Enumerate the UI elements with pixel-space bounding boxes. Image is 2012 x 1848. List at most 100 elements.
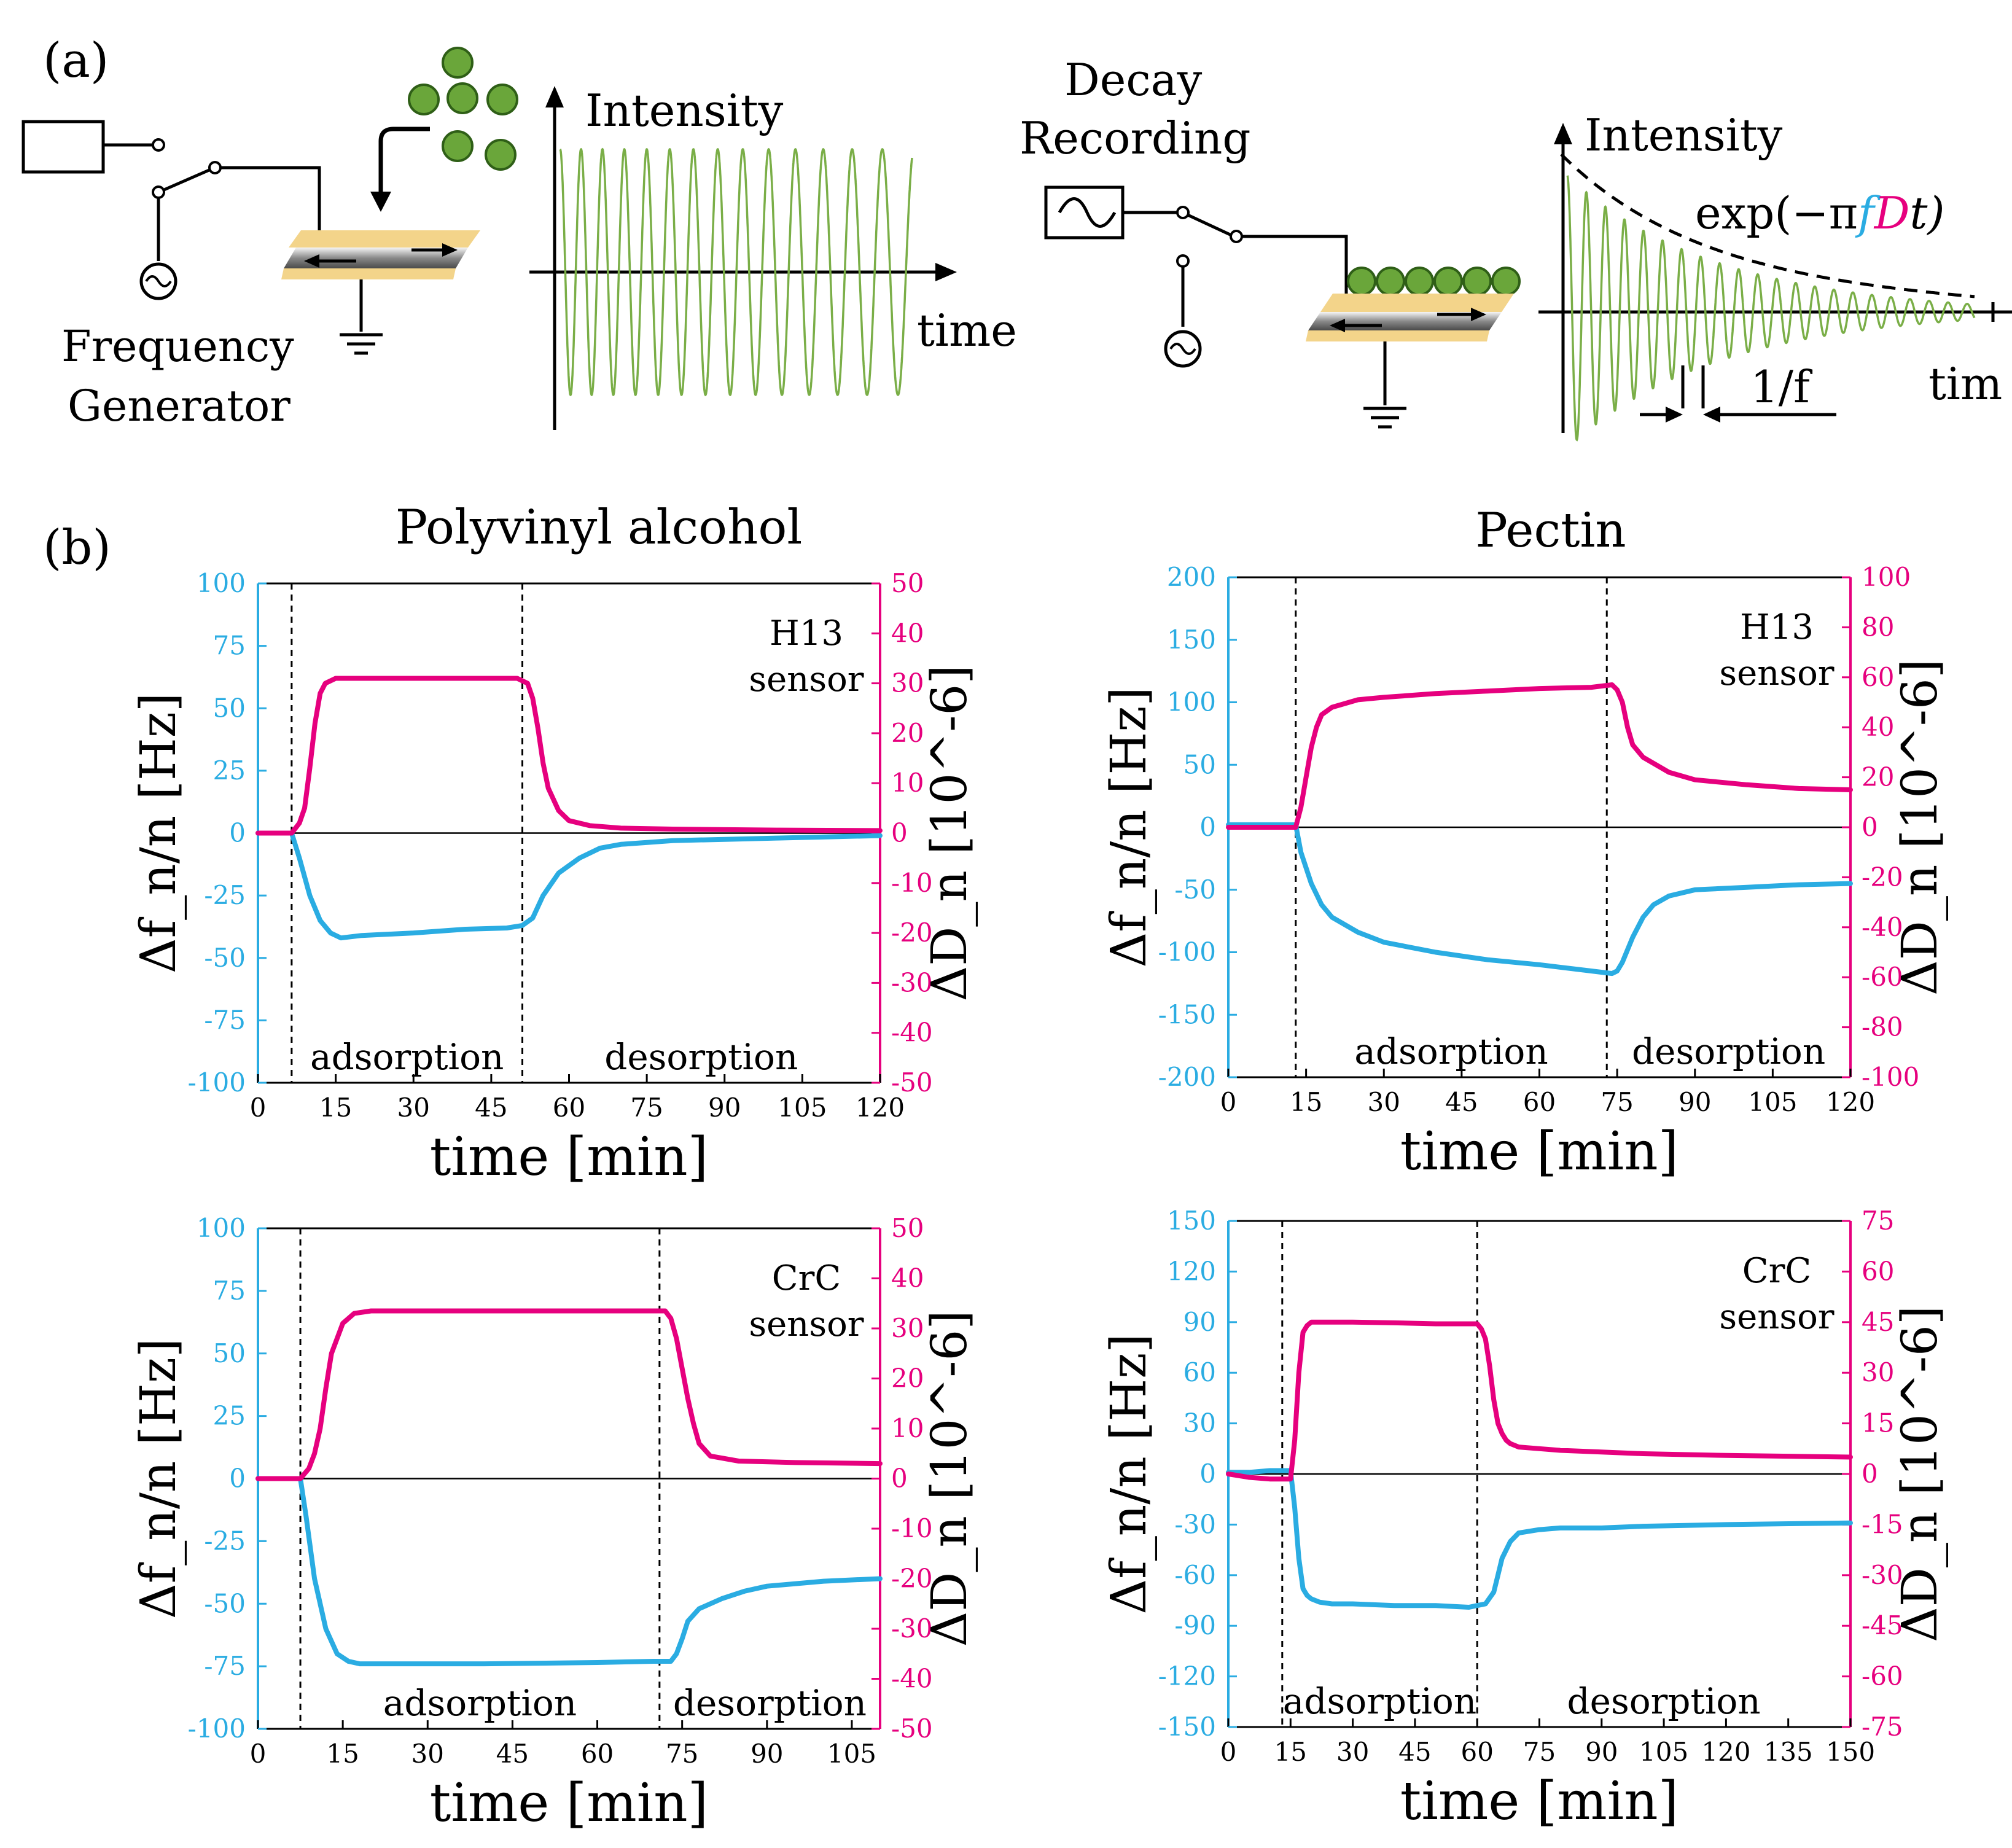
- right-y-tick-label: -15: [1862, 1509, 1903, 1539]
- sensor-label-line2: sensor: [749, 660, 864, 700]
- right-y-tick-label: -30: [891, 1613, 933, 1643]
- sensor-label-line1: CrC: [1742, 1251, 1811, 1291]
- right-y-tick-label: 60: [1862, 1256, 1894, 1286]
- left-y-tick-label: -60: [1174, 1560, 1216, 1590]
- decay-formula: exp(−πfDt): [1695, 187, 1944, 239]
- right-y-tick-label: 30: [1862, 1357, 1894, 1387]
- x-tick-label: 15: [319, 1093, 352, 1123]
- left-y-tick-label: 50: [1183, 749, 1216, 779]
- left-y-tick-label: 120: [1167, 1256, 1216, 1286]
- adsorbed-particle-icon: [1433, 267, 1463, 296]
- left-y-tick-label: -50: [1174, 875, 1216, 905]
- right-y-tick-label: -75: [1862, 1712, 1903, 1742]
- left-y-tick-label: 30: [1183, 1408, 1216, 1438]
- left-y-axis-label: Δf_n/n [Hz]: [1100, 687, 1157, 967]
- x-tick-label: 0: [1220, 1737, 1237, 1767]
- right-y-tick-label: -50: [891, 1713, 933, 1744]
- right-y-tick-label: -40: [1862, 912, 1903, 942]
- right-y-tick-label: -20: [891, 1564, 933, 1594]
- right-y-tick-label: 50: [891, 568, 924, 598]
- left-y-tick-label: 0: [229, 818, 246, 848]
- right-y-tick-label: -50: [891, 1067, 933, 1097]
- right-y-axis-label: ΔD_n [10^-6]: [921, 665, 978, 1001]
- sensor-chip-coated-icon: [1306, 267, 1521, 341]
- left-y-tick-label: 100: [1167, 687, 1216, 717]
- particle-icon: [486, 84, 518, 115]
- instrument-box: [21, 120, 105, 174]
- phase-label-desorption: desorption: [673, 1682, 867, 1724]
- sensor-label-line2: sensor: [1719, 1297, 1834, 1337]
- right-y-tick-label: 45: [1862, 1307, 1894, 1337]
- x-tick-label: 60: [581, 1739, 614, 1769]
- particle-icon: [442, 47, 474, 79]
- left-y-tick-label: -150: [1158, 999, 1216, 1029]
- right-y-tick-label: 40: [891, 1263, 924, 1293]
- x-tick-label: 75: [1601, 1087, 1633, 1117]
- panel-a-label: (a): [43, 33, 109, 88]
- x-tick-label: 30: [411, 1739, 444, 1769]
- left-y-tick-label: 50: [213, 1338, 246, 1368]
- x-tick-label: 60: [1460, 1737, 1493, 1767]
- period-label: 1/f: [1750, 361, 1812, 413]
- right-y-tick-label: 20: [1862, 762, 1894, 792]
- x-tick-label: 15: [326, 1739, 359, 1769]
- recorder-box: [1044, 185, 1125, 240]
- right-y-tick-label: 30: [891, 668, 924, 698]
- right-y-tick-label: -60: [1862, 1661, 1903, 1691]
- decay-envelope: [1560, 153, 1975, 298]
- dissipation-shift-line: [255, 676, 883, 836]
- particle-icon: [485, 139, 517, 171]
- intensity-label: Intensity: [585, 85, 784, 136]
- left-y-tick-label: -50: [204, 1588, 246, 1618]
- right-y-tick-label: 0: [1862, 1459, 1878, 1489]
- x-tick-label: 45: [496, 1739, 529, 1769]
- right-y-tick-label: -40: [891, 1664, 933, 1694]
- right-y-tick-label: 10: [891, 768, 924, 798]
- right-y-tick-label: 0: [891, 818, 908, 848]
- left-y-tick-label: -100: [1158, 937, 1216, 967]
- driven-oscillation-wave: [559, 147, 913, 397]
- sensor-label-line2: sensor: [749, 1304, 864, 1344]
- right-y-tick-label: 0: [891, 1464, 908, 1494]
- right-y-tick-label: -20: [891, 918, 933, 948]
- left-y-tick-label: 75: [213, 631, 246, 661]
- right-y-tick-label: 40: [891, 618, 924, 648]
- x-tick-label: 30: [1336, 1737, 1369, 1767]
- phase-label-desorption: desorption: [1567, 1680, 1761, 1722]
- right-y-tick-label: -20: [1862, 862, 1903, 892]
- column-title-right: Pectin: [1475, 503, 1626, 558]
- left-y-axis-label: Δf_n/n [Hz]: [130, 1338, 187, 1619]
- sensor-label-line1: H13: [1740, 607, 1814, 647]
- right-y-tick-label: -30: [1862, 1560, 1903, 1590]
- left-y-tick-label: -75: [204, 1651, 246, 1681]
- right-y-axis-label: ΔD_n [10^-6]: [1891, 1306, 1948, 1642]
- right-y-tick-label: -10: [891, 1513, 933, 1543]
- frequency-shift-line: [255, 1476, 883, 1667]
- adsorbed-particle-icon: [1347, 267, 1376, 296]
- left-y-tick-label: 0: [1199, 1459, 1216, 1489]
- x-axis-label: time [min]: [1400, 1121, 1679, 1182]
- left-y-tick-label: 0: [229, 1464, 246, 1494]
- right-y-tick-label: -10: [891, 868, 933, 898]
- left-y-tick-label: -200: [1158, 1062, 1216, 1092]
- time-label: time: [917, 305, 1017, 356]
- x-tick-label: 90: [1679, 1087, 1711, 1117]
- x-tick-label: 0: [250, 1093, 267, 1123]
- particle-icon: [408, 84, 440, 115]
- x-tick-label: 105: [778, 1093, 827, 1123]
- generator-label-2: Generator: [68, 381, 290, 431]
- x-tick-label: 75: [630, 1093, 663, 1123]
- x-tick-label: 45: [475, 1093, 507, 1123]
- switch-terminal: [152, 138, 165, 152]
- left-y-tick-label: 150: [1167, 625, 1216, 655]
- sensor-label-line2: sensor: [1719, 653, 1834, 693]
- x-axis-label: time [min]: [430, 1772, 708, 1834]
- frequency-shift-line: [255, 830, 883, 941]
- damped-oscillation-wave: [1566, 175, 1976, 442]
- frequency-shift-line: [1226, 1468, 1853, 1610]
- right-y-tick-label: 30: [891, 1313, 924, 1343]
- left-y-tick-label: -150: [1158, 1712, 1216, 1742]
- right-y-tick-label: -100: [1862, 1062, 1919, 1092]
- x-tick-label: 30: [397, 1093, 430, 1123]
